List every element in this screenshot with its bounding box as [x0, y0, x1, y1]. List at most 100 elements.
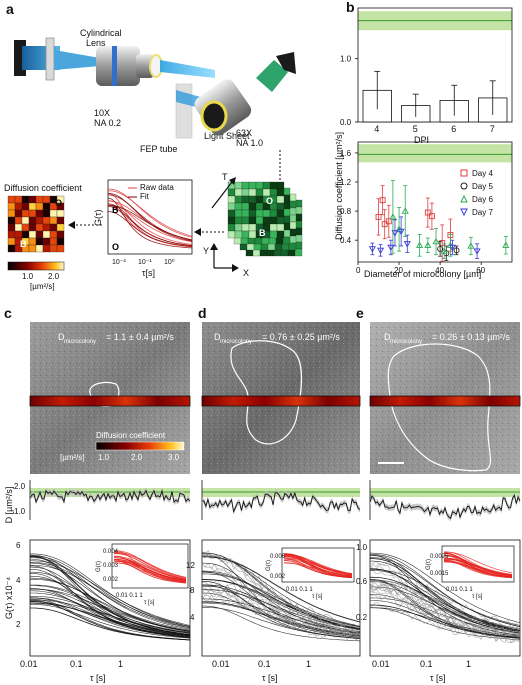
stack-cell — [248, 209, 257, 218]
acf-curves — [107, 188, 193, 249]
g-xtick-d-2: 0.1 — [258, 659, 271, 669]
b-top-ytick: 1.0 — [340, 55, 352, 64]
map-cell — [7, 202, 16, 211]
stack-label-o: O — [266, 196, 273, 206]
g-inset-curve — [114, 551, 187, 578]
g-curve — [30, 565, 191, 627]
g-curve — [369, 585, 521, 638]
g-inset-xtick: 0.01 0.1 1 — [116, 593, 143, 599]
g-ytick-d-1: 12 — [186, 561, 195, 570]
label-light-sheet: Light Sheet — [204, 131, 250, 141]
map-cell — [7, 195, 16, 204]
map-cell — [21, 223, 30, 232]
stack-label-b: B — [259, 228, 266, 238]
g-curve — [30, 565, 191, 639]
c-d-value: = 1.1 ± 0.4 µm²/s — [106, 332, 174, 342]
b-bottom-point — [453, 247, 460, 254]
map-cell — [35, 237, 44, 246]
g-curve — [29, 575, 191, 636]
g-xtick-c-3: 1 — [118, 659, 123, 669]
g-xtick-c-1: 0.01 — [20, 659, 38, 669]
map-cell — [42, 223, 51, 232]
b-bottom-point — [424, 241, 432, 248]
b-top-xtick: 7 — [490, 124, 495, 134]
map-cell — [56, 230, 65, 239]
stack-cell — [276, 209, 285, 218]
g-inset-curve — [114, 557, 187, 581]
g-inset-ylabel: G(τ) — [266, 560, 272, 571]
acf-curve — [107, 200, 193, 245]
map-cell — [28, 223, 37, 232]
axis-y-head — [210, 243, 218, 250]
stack-cell — [241, 230, 250, 239]
map-cell — [7, 216, 16, 225]
b-top-xlabel: DPI — [414, 135, 429, 145]
trace-ytick-c-2: 1.0 — [14, 507, 26, 516]
b-bottom-reference-band — [358, 144, 512, 163]
light-sheet — [160, 60, 215, 78]
micrograph-e: D microcolony = 0.26 ± 0.13 µm²/s — [369, 322, 521, 474]
stack-cell — [227, 188, 236, 197]
g-xlabel-c: τ [s] — [90, 673, 106, 683]
g-curve — [29, 556, 191, 636]
inset-c-ytick-1: 0.004 — [103, 549, 119, 555]
g-curve — [370, 577, 521, 631]
trace-ylabel: D [µm²/s] — [4, 487, 14, 524]
trace-ytick-c-1: 2.0 — [14, 482, 26, 491]
b-bottom-point — [401, 207, 409, 214]
b-bottom-point — [385, 218, 392, 225]
g-inset-curve — [114, 550, 187, 579]
acf-legend-fit: Fit — [140, 192, 150, 201]
map-cell — [7, 244, 16, 253]
stack-cell — [227, 230, 236, 239]
g-curve — [30, 588, 191, 632]
inset-c-ytick-3: 0.002 — [103, 577, 119, 583]
g-inset-curve — [444, 551, 513, 574]
g-ytick-d-2: 8 — [190, 586, 195, 595]
arrow-head-left-2 — [194, 228, 201, 236]
beam-focused — [54, 50, 100, 70]
b-bottom-point — [439, 240, 446, 247]
g-curve — [30, 560, 191, 626]
stack-cell — [234, 216, 243, 225]
g-xtick-e-2: 0.1 — [420, 659, 433, 669]
g-curve — [202, 573, 361, 627]
g-curve — [370, 570, 521, 628]
c-colorbar — [95, 441, 185, 451]
acf-curve — [107, 188, 193, 238]
b-bottom-point — [389, 213, 397, 220]
acf-xtick-2: 10⁻¹ — [138, 259, 152, 266]
b-bottom-point — [424, 209, 431, 216]
b-bottom-xtick: 40 — [435, 266, 444, 275]
g-xtick-d-3: 1 — [306, 659, 311, 669]
map-cell — [7, 223, 16, 232]
panel-label-e: e — [356, 305, 364, 321]
b-bottom-ytick: 0.8 — [340, 207, 352, 216]
map-cell — [35, 216, 44, 225]
map-cell — [56, 223, 65, 232]
g-curve — [29, 597, 191, 637]
g-curve — [369, 552, 521, 624]
legend-day4-marker — [460, 169, 468, 177]
b-top-xtick: 5 — [413, 124, 418, 134]
g-curve — [369, 555, 521, 636]
b-bottom-point — [403, 241, 411, 248]
g-curve — [202, 585, 361, 635]
map-cell — [14, 202, 23, 211]
acf-curve — [108, 204, 193, 243]
stack-cell — [234, 209, 243, 218]
inset-d-ytick-2: 0.002 — [270, 574, 286, 580]
map-label-b: B — [20, 239, 27, 249]
g-ytick-c-1: 6 — [16, 541, 21, 550]
b-bottom-ytick: 1.6 — [340, 149, 352, 158]
b-bottom-point — [502, 241, 510, 248]
g-inset-curve — [284, 562, 353, 577]
g-curve — [201, 563, 361, 638]
acf-xlabel: τ[s] — [142, 268, 155, 278]
stack-cell — [248, 195, 257, 204]
g-curve — [201, 590, 361, 636]
g-inset-curve — [283, 553, 353, 576]
stack-cell — [241, 209, 250, 218]
map-cell — [42, 237, 51, 246]
c-colorbar-tick-1: 1.0 — [98, 453, 110, 462]
